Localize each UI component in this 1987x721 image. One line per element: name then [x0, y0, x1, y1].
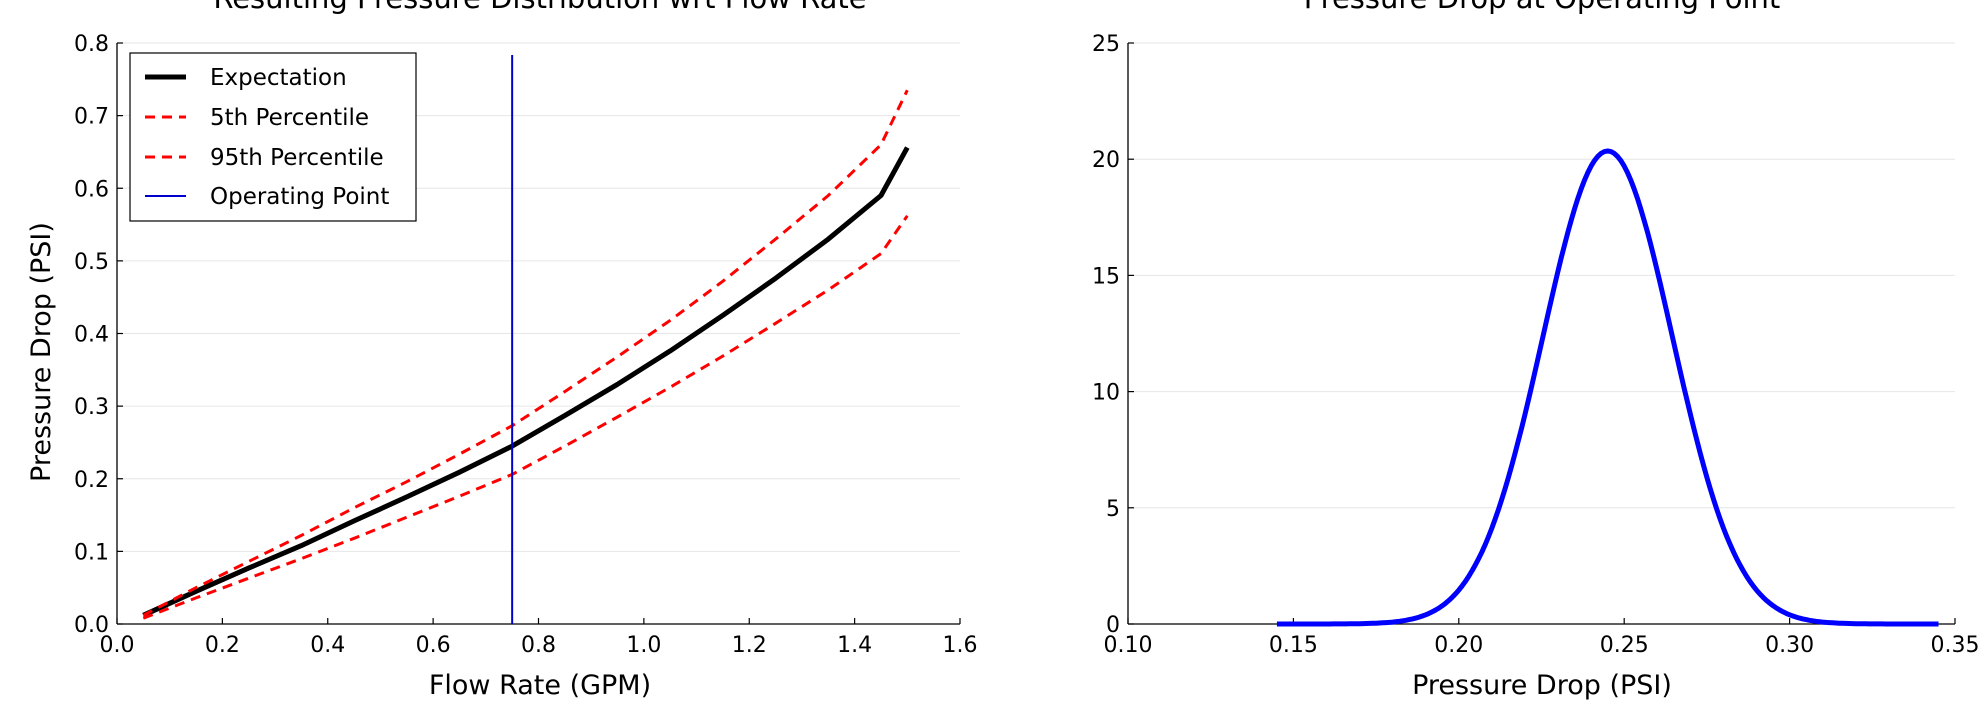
legend-box [129, 52, 417, 222]
flow-rate-chart: Resulting Pressure Distribution wrt Flow… [26, 0, 978, 701]
left-x-tick-label: 0.4 [310, 633, 345, 658]
legend: Expectation 5th Percentile 95th Percenti… [129, 52, 417, 222]
left-y-tick-label: 0.0 [74, 613, 109, 638]
right-x-tick-label: 0.10 [1104, 633, 1153, 658]
right-y-tick-label: 0 [1106, 613, 1120, 638]
left-chart-title: Resulting Pressure Distribution wrt Flow… [213, 0, 866, 15]
left-x-tick-label: 0.6 [416, 633, 451, 658]
pressure-drop-distribution-chart: Pressure Drop at Operating Point 0.100.1… [1092, 0, 1979, 701]
left-y-axis-label: Pressure Drop (PSI) [26, 222, 57, 482]
left-y-tick-label: 0.4 [74, 323, 109, 348]
left-series [142, 55, 910, 624]
legend-label-5th-percentile: 5th Percentile [210, 105, 369, 131]
right-y-tick-label: 25 [1092, 32, 1120, 57]
right-axes [1127, 43, 1955, 625]
right-y-ticks: 0 5 10 15 20 25 [1092, 32, 1134, 638]
legend-label-expectation: Expectation [210, 65, 347, 91]
right-y-tick-label: 5 [1106, 497, 1120, 522]
left-x-tick-label: 0.0 [100, 633, 135, 658]
right-y-tick-label: 15 [1092, 264, 1120, 289]
right-y-tick-label: 10 [1092, 381, 1120, 406]
left-x-tick-label: 0.8 [521, 633, 556, 658]
right-x-tick-label: 0.25 [1600, 633, 1649, 658]
left-series-expectation-line [142, 146, 910, 618]
legend-label-operating-point: Operating Point [210, 184, 389, 210]
left-x-tick-label: 1.4 [837, 633, 872, 658]
left-y-tick-label: 0.8 [74, 32, 109, 57]
right-y-tick-label: 20 [1092, 148, 1120, 173]
left-x-tick-label: 1.6 [943, 633, 978, 658]
left-y-tick-label: 0.1 [74, 540, 109, 565]
right-x-tick-label: 0.30 [1765, 633, 1814, 658]
left-y-tick-label: 0.6 [74, 177, 109, 202]
left-y-ticks: 0.0 0.1 0.2 0.3 0.4 0.5 0.6 0.7 0.8 [74, 32, 123, 638]
right-x-tick-label: 0.35 [1931, 633, 1980, 658]
legend-label-95th-percentile: 95th Percentile [210, 145, 384, 171]
left-series-95th-percentile-line [142, 214, 909, 620]
right-grid [1128, 42, 1955, 509]
right-x-tick-label: 0.20 [1434, 633, 1483, 658]
left-x-tick-label: 0.2 [205, 633, 240, 658]
left-x-tick-label: 1.2 [732, 633, 767, 658]
right-x-axis-label: Pressure Drop (PSI) [1412, 670, 1672, 701]
left-y-tick-label: 0.5 [74, 250, 109, 275]
left-y-tick-label: 0.2 [74, 468, 109, 493]
right-series [1276, 148, 1939, 627]
left-x-tick-label: 1.0 [626, 633, 661, 658]
right-chart-title: Pressure Drop at Operating Point [1304, 0, 1781, 15]
right-x-tick-label: 0.15 [1269, 633, 1318, 658]
left-y-tick-label: 0.3 [74, 395, 109, 420]
left-x-axis-label: Flow Rate (GPM) [429, 670, 651, 701]
right-series-density-line [1276, 148, 1939, 627]
left-y-tick-label: 0.7 [74, 105, 109, 130]
left-series-5th-percentile-line [142, 89, 909, 617]
left-x-ticks: 0.0 0.2 0.4 0.6 0.8 1.0 1.2 1.4 1.6 [100, 618, 978, 658]
right-x-ticks: 0.10 0.15 0.20 0.25 0.30 0.35 [1104, 618, 1980, 658]
